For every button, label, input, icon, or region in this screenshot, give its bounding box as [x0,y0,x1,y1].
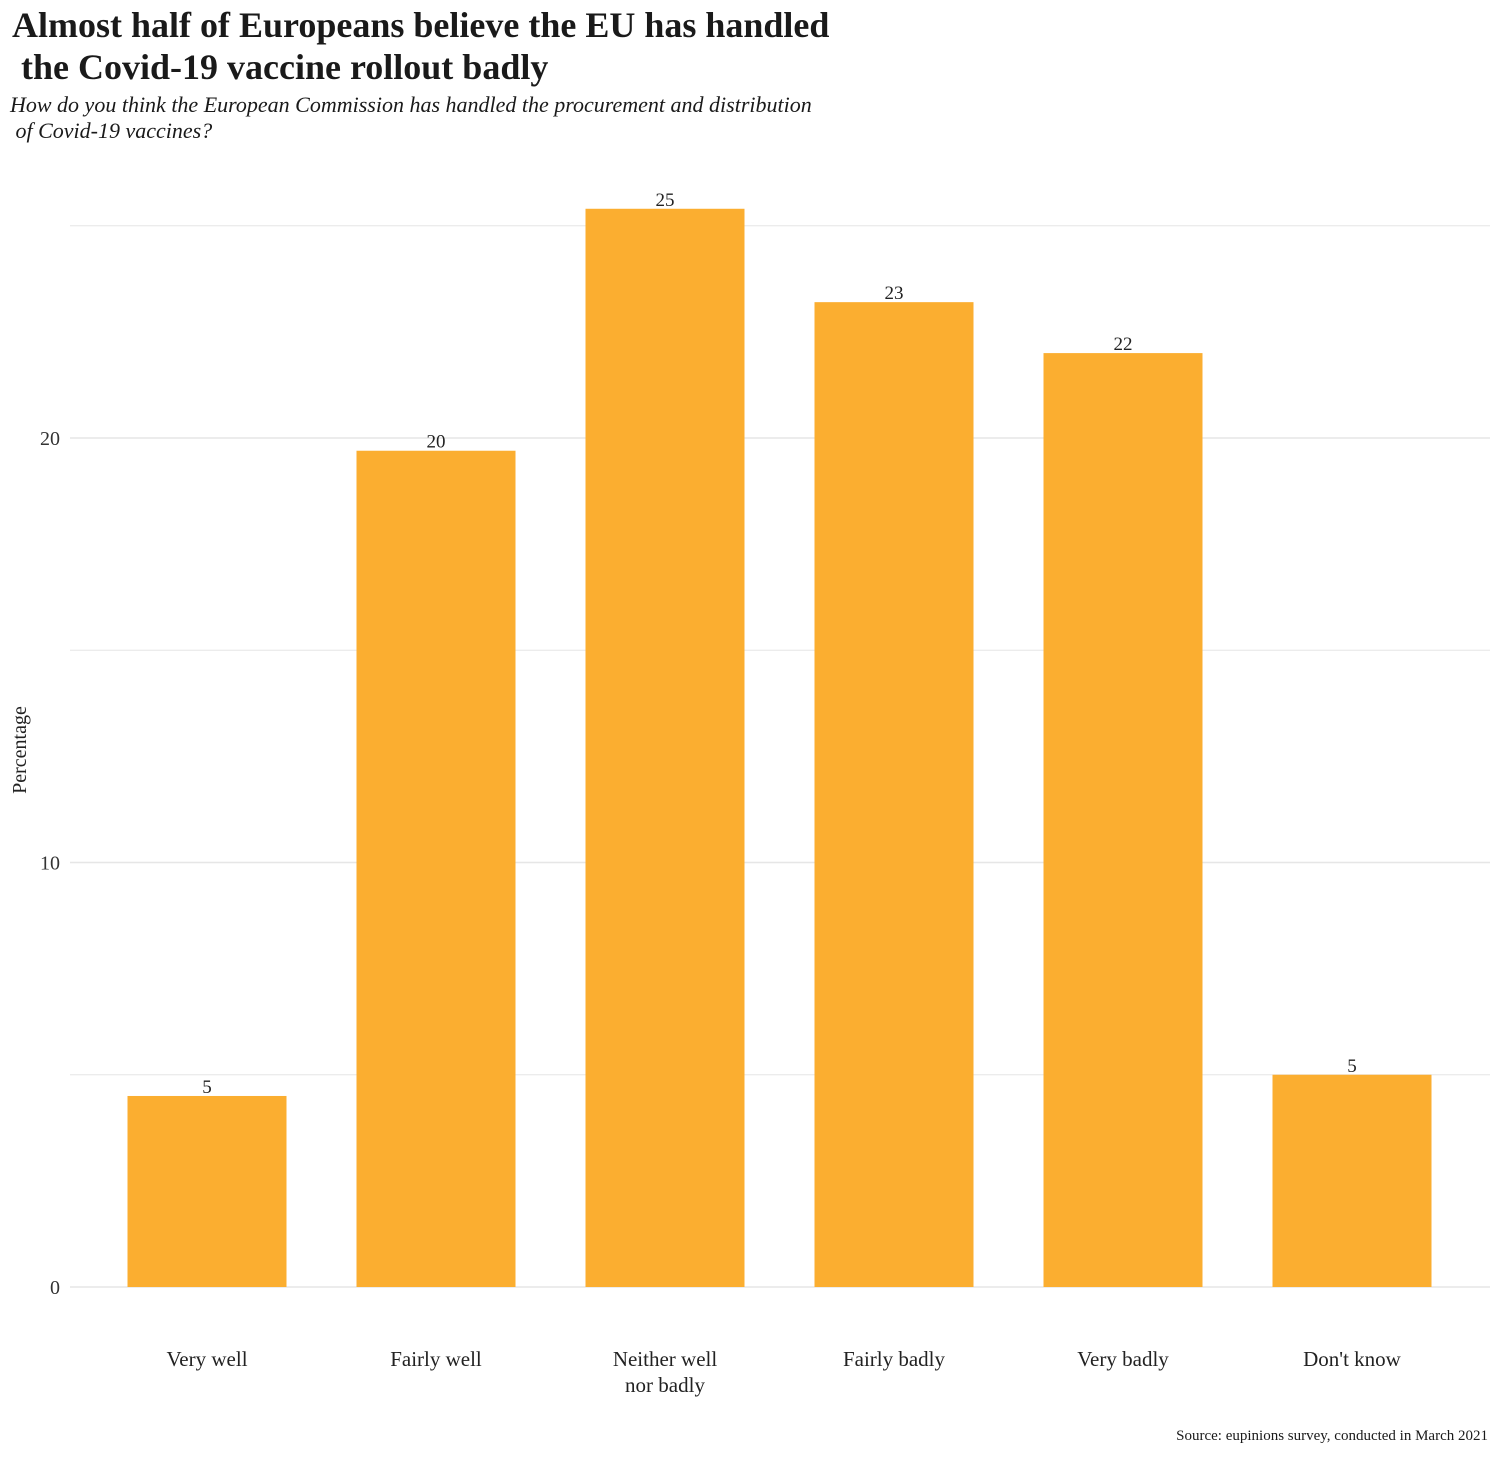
y-axis-label: Percentage [9,706,31,794]
chart-subtitle: How do you think the European Commission… [10,92,812,143]
data-label: 25 [656,190,675,211]
x-category-label: Fairly well [390,1347,482,1371]
chart-title: Almost half of Europeans believe the EU … [12,5,830,87]
bar [356,450,516,1287]
bar [814,302,974,1287]
data-label: 5 [202,1077,212,1098]
x-category-label: Don't know [1303,1347,1402,1371]
x-category-label: Very badly [1077,1347,1169,1371]
y-axis-ticks: 0 10 20 [40,428,60,1299]
bar [1043,353,1203,1288]
data-label: 23 [885,283,904,304]
gridlines [70,225,1490,1288]
x-category-label: Very well [166,1347,247,1371]
y-tick-label: 20 [40,428,60,450]
x-category-label: Neither well nor badly [613,1347,718,1397]
x-axis-categories: Very well Fairly well Neither well nor badl… [166,1347,1401,1397]
bars [127,208,1432,1288]
y-tick-label: 10 [40,853,60,875]
data-labels: 5 20 25 23 22 5 [202,190,1357,1098]
x-category-label: Fairly badly [843,1347,946,1371]
bar [585,208,745,1287]
bar [127,1095,287,1287]
source-note: Source: eupinions survey, conducted in M… [1176,1428,1488,1444]
data-label: 5 [1347,1056,1357,1077]
bar [1272,1074,1432,1287]
y-tick-label: 0 [50,1277,60,1299]
data-label: 20 [427,432,446,453]
data-label: 22 [1114,334,1133,355]
